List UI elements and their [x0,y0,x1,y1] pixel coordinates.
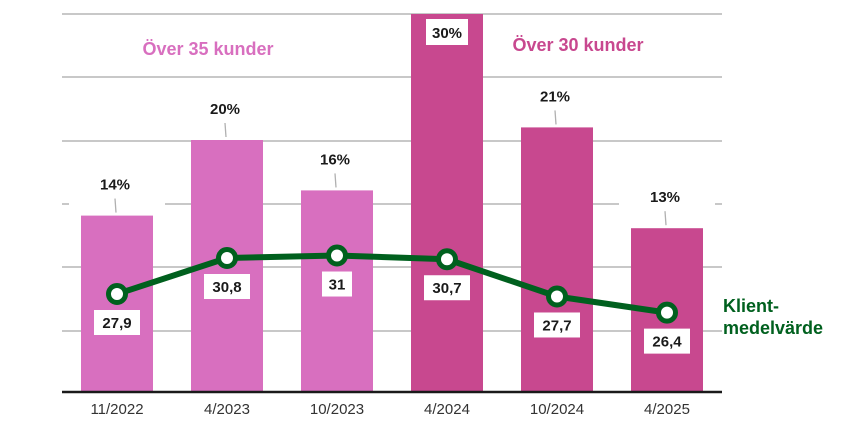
line-value-label: 30,8 [212,279,241,296]
x-tick-label: 4/2023 [204,401,250,418]
x-tick-label: 4/2025 [644,401,690,418]
x-tick-label: 10/2023 [310,401,364,418]
bars: 14% 20% 16% 30% 21% 13% [69,14,715,393]
bar-value-label: 14% [100,177,130,194]
x-tick-label: 10/2024 [530,401,584,418]
line-value-label: 27,9 [102,315,131,332]
group-label-over-35: Över 35 kunder [142,39,273,59]
line-value-label: 26,4 [652,334,682,351]
bar-value-label: 20% [210,101,240,118]
line-value-label: 31 [329,277,346,294]
line-point [106,283,128,305]
x-tick-label: 11/2022 [90,401,143,418]
line-point [656,301,678,324]
line-point [326,244,348,267]
bar-value-label: 30% [432,25,462,42]
line-value-label: 27,7 [542,317,571,334]
average-line: 27,9 30,8 31 30,7 27,7 26,4 [94,244,690,354]
series-label-line1: Klient- [723,296,779,316]
line-point [546,285,568,308]
x-axis: 11/2022 4/2023 10/2023 4/2024 10/2024 4/2025 [62,390,722,418]
line-point [436,248,458,271]
bar-value-label: 21% [540,88,570,105]
line-value-label: 30,7 [432,280,461,297]
bar-value-label: 16% [320,151,350,168]
bar-10/2024 [521,127,593,393]
gridlines [62,13,722,332]
line-point [216,247,238,269]
bar-value-label: 13% [650,189,680,206]
bar-4/2024 [411,14,483,392]
x-tick-label: 4/2024 [424,401,470,418]
group-label-over-30: Över 30 kunder [512,35,643,55]
series-label-line2: medelvärde [723,318,823,338]
